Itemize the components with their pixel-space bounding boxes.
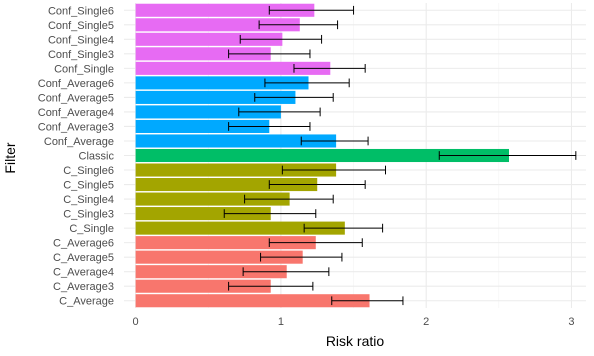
x-axis-title: Risk ratio: [326, 333, 385, 349]
errorbar-c-average: [331, 296, 404, 306]
bar-classic: [135, 148, 510, 163]
y-tick-label: C_Single: [69, 223, 114, 235]
errorbar-c-single4: [244, 194, 334, 204]
y-tick-label: Conf_Average3: [38, 121, 114, 133]
x-tick-label: 2: [423, 316, 429, 328]
y-tick-label: C_Single3: [63, 209, 114, 221]
errorbar-conf-average4: [238, 107, 321, 117]
bar-conf-average5: [135, 90, 296, 104]
errorbar-conf-single3: [228, 49, 311, 59]
y-tick-label: Conf_Average4: [38, 107, 114, 119]
y-tick-label: Conf_Single6: [48, 5, 114, 17]
y-tick-label: C_Average3: [53, 281, 114, 293]
y-tick-labels: Conf_Single6 Conf_Single5 Conf_Single4 Conf…: [38, 5, 115, 307]
errorbar-c-average3: [228, 281, 314, 291]
errorbar-c-single3: [223, 209, 317, 218]
y-tick-label: Classic: [79, 151, 115, 163]
errorbar-conf-average3: [228, 122, 311, 131]
y-tick-label: C_Average5: [53, 252, 114, 264]
bar-conf-single4: [135, 32, 283, 46]
y-tick-label: Conf_Single5: [48, 20, 114, 32]
y-tick-label: C_Average4: [53, 267, 114, 279]
bar-conf-average4: [135, 105, 281, 119]
x-tick-labels: 0 1 2 3: [133, 316, 575, 328]
y-tick-label: Conf_Average6: [38, 78, 114, 90]
errorbar-c-average4: [242, 267, 330, 277]
bar-c-single6: [135, 163, 337, 177]
y-tick-label: C_Average6: [53, 238, 114, 250]
errorbar-conf-single4: [239, 34, 323, 44]
errorbar-c-single5: [268, 180, 366, 189]
errorbar-c-single: [303, 223, 384, 233]
y-tick-label: Conf_Single4: [48, 34, 114, 46]
y-tick-label: Conf_Average: [44, 136, 114, 148]
x-tick-label: 0: [133, 316, 139, 328]
y-axis-title: Filter: [2, 142, 18, 173]
bar-conf-single3: [135, 47, 271, 61]
errorbar-c-single6: [281, 165, 387, 175]
bar-conf-average: [135, 134, 337, 148]
y-tick-label: Conf_Single3: [48, 49, 114, 61]
bar-c-single5: [135, 178, 318, 192]
bar-c-average4: [135, 265, 287, 279]
bar-c-single3: [135, 207, 271, 221]
errorbar-conf-single5: [258, 20, 339, 30]
bar-c-average6: [135, 236, 316, 250]
y-tick-label: C_Average: [59, 296, 114, 308]
bar-conf-single: [135, 61, 331, 75]
bar-c-single4: [135, 192, 290, 206]
errorbar-conf-single6: [268, 5, 355, 15]
errorbar-c-average6: [268, 238, 363, 247]
y-tick-label: C_Single6: [63, 165, 114, 177]
errorbar-conf-average6: [264, 78, 350, 88]
y-tick-label: Conf_Single: [54, 63, 114, 75]
y-tick-label: Conf_Average5: [38, 92, 114, 104]
errorbar-classic: [438, 151, 577, 160]
errorbar-conf-single: [293, 64, 366, 73]
bar-conf-average3: [135, 119, 270, 133]
error-bars-layer: [223, 5, 577, 306]
bar-c-single: [135, 221, 345, 235]
x-tick-label: 3: [568, 316, 574, 328]
bar-c-average3: [135, 279, 271, 293]
x-tick-label: 1: [278, 316, 284, 328]
y-tick-label: C_Single4: [63, 194, 114, 206]
y-tick-label: C_Single5: [63, 180, 114, 192]
errorbar-conf-average5: [254, 93, 334, 102]
errorbar-c-average5: [260, 252, 343, 262]
errorbar-conf-average: [300, 136, 369, 146]
bar-c-average: [135, 294, 370, 308]
